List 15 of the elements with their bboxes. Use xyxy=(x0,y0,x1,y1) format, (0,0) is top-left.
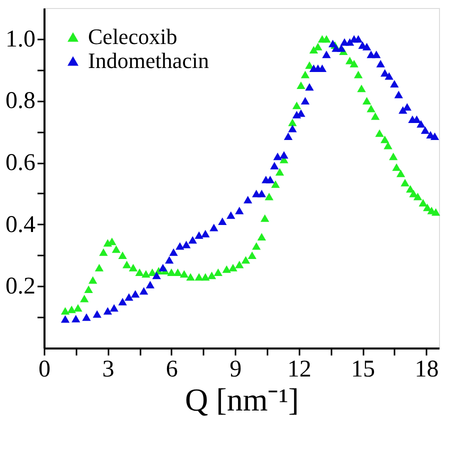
x-tick-label: 15 xyxy=(351,356,376,382)
x-tick-label: 12 xyxy=(287,356,312,382)
x-axis-title: Q [nm⁻¹] xyxy=(185,382,299,418)
x-tick-label: 9 xyxy=(230,356,242,382)
y-tick-label: 0.2 xyxy=(6,274,36,300)
legend-label: Indomethacin xyxy=(88,48,209,73)
legend-label: Celecoxib xyxy=(88,24,178,49)
x-tick-label: 18 xyxy=(414,356,439,382)
x-tick-label: 6 xyxy=(166,356,178,382)
y-tick-label: 0.6 xyxy=(6,150,36,176)
x-tick-label: 3 xyxy=(102,356,114,382)
y-tick-label: 1.0 xyxy=(6,26,36,52)
y-tick-label: 0.4 xyxy=(6,212,36,238)
x-tick-label: 0 xyxy=(38,356,50,382)
y-tick-label: 0.8 xyxy=(6,88,36,114)
